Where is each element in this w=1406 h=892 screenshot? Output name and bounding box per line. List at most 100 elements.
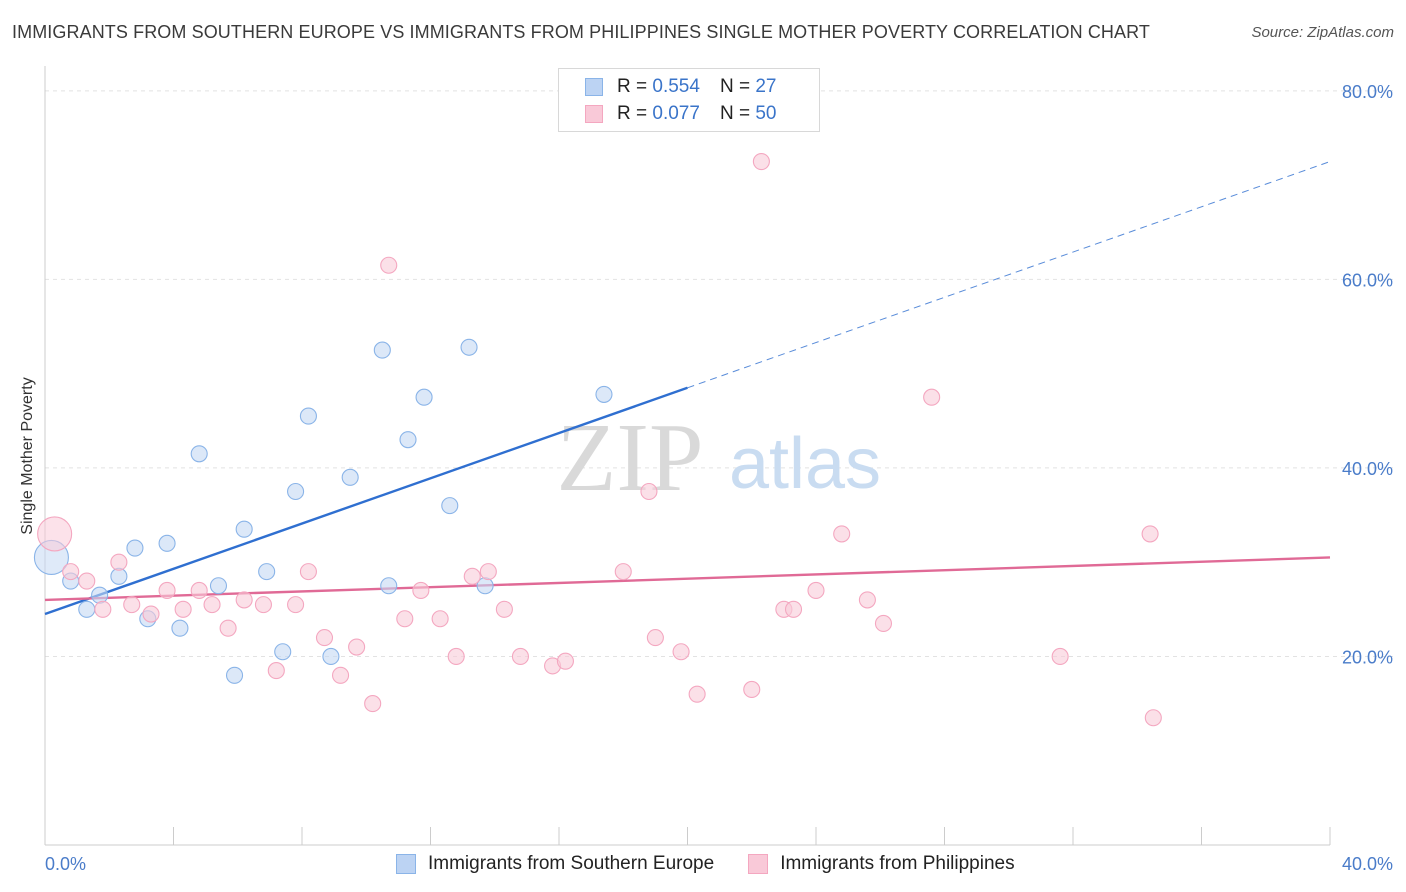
grid-lines [45,90,1394,657]
data-point [415,388,433,406]
legend-row-philippines: R = 0.077 N = 50 [585,102,776,126]
data-point [614,563,632,581]
source-label: Source: ZipAtlas.com [1251,24,1394,41]
trend-line-extension-0 [687,161,1331,389]
data-point [743,680,761,699]
x-tick-label: 0.0% [45,854,86,874]
data-point [274,643,292,661]
data-point [287,596,305,614]
data-point [123,596,141,614]
legend-n-label: N = [719,76,751,97]
data-point [126,539,144,557]
data-point [322,647,340,666]
watermark-zip: ZIP [557,404,704,512]
data-point [460,338,478,356]
data-point [190,445,208,463]
data-point [299,563,317,581]
data-point [225,666,244,684]
data-point [78,600,96,618]
legend-r-label: R = [617,103,648,124]
data-point [174,600,192,618]
data-point [396,610,414,628]
data-point [1141,525,1159,543]
legend-n-value: 50 [755,103,777,124]
series-name-philippines: Immigrants from Philippines [780,853,1015,874]
data-point [646,629,664,647]
data-point [142,605,160,623]
trend-line-0 [44,386,688,616]
data-point [287,482,305,501]
data-point [235,591,253,609]
data-point [315,629,334,647]
data-point [91,586,109,604]
data-point [258,563,276,581]
trend-lines [44,161,1331,616]
y-tick-label: 60.0% [1342,270,1393,290]
chart-title: IMMIGRANTS FROM SOUTHERN EUROPE VS IMMIG… [12,22,1150,42]
data-point [807,581,825,600]
data-point [158,534,176,552]
data-point [37,516,73,552]
series-name-southern-europe: Immigrants from Southern Europe [428,853,715,874]
watermark: ZIP atlas [557,404,882,512]
data-point [364,695,382,713]
data-point [595,385,613,403]
data-point [441,497,459,515]
data-point [110,553,128,571]
x-tick-label: 40.0% [1342,854,1393,874]
data-point [78,572,96,590]
data-point [235,520,253,538]
data-point [463,567,481,585]
data-point [254,596,273,614]
legend-r-value: 0.554 [652,76,700,97]
data-point [556,652,574,670]
data-point [672,643,690,661]
data-point [190,581,208,600]
data-point [1144,709,1162,727]
axes [44,66,1331,846]
y-tick-label: 80.0% [1342,82,1393,102]
legend-r-label: R = [617,76,648,97]
data-point [412,581,430,600]
data-point [341,468,359,486]
tick-labels: 20.0% 40.0% 60.0% 80.0% 0.0% 40.0% [45,82,1393,874]
data-point [267,662,285,680]
y-tick-label: 20.0% [1342,647,1393,667]
data-point [94,600,112,618]
data-point [511,647,530,666]
stats-legend: R = 0.554 N = 27 R = 0.077 N = 50 [558,68,820,132]
data-point [380,256,398,274]
legend-r-value: 0.077 [652,103,700,124]
data-point [833,525,851,543]
data-point [858,591,876,609]
data-point [784,600,803,618]
legend-n-label: N = [719,103,751,124]
data-point [380,577,398,595]
series-legend: Immigrants from Southern Europe Immigran… [396,852,1049,876]
data-point [399,431,417,449]
data-point [373,341,391,359]
data-point [203,596,221,614]
data-point [640,482,658,501]
legend-row-southern-europe: R = 0.554 N = 27 [585,75,776,99]
series-swatch-southern-europe [396,854,416,874]
data-point [299,407,317,425]
data-point [62,563,80,581]
data-point [158,581,176,600]
series-legend-item-philippines: Immigrants from Philippines [748,853,1015,875]
series-legend-item-southern-europe: Immigrants from Southern Europe [396,853,714,875]
data-point [331,666,350,684]
data-point [348,638,366,656]
data-point [923,388,941,406]
data-point [171,619,189,637]
watermark-atlas: atlas [729,424,881,504]
data-point [447,647,465,666]
data-point [219,619,237,637]
data-point [479,563,497,581]
trend-line-1 [44,556,1331,602]
y-tick-label: 40.0% [1342,459,1393,479]
data-point [688,685,706,703]
data-point [874,614,893,633]
data-point [495,600,513,618]
